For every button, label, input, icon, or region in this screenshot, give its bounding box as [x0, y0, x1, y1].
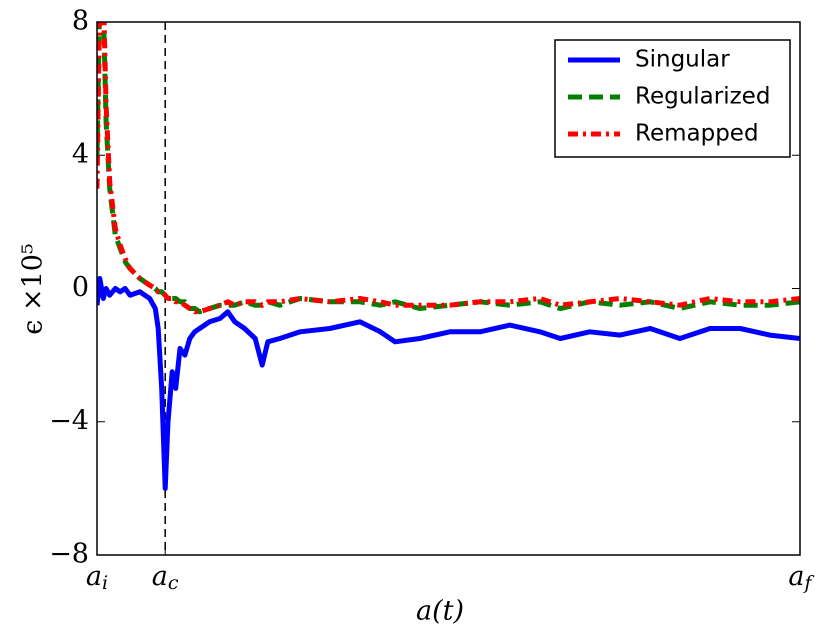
data-line: [97, 22, 800, 315]
y-tick-label: 0: [72, 272, 89, 303]
y-tick-label: 4: [72, 139, 89, 170]
data-line: [97, 276, 800, 491]
y-tick-label: 8: [72, 6, 89, 37]
y-tick-label: −4: [49, 405, 89, 436]
y-axis-label: ϵ ×10⁵: [18, 243, 49, 335]
y-tick-label: −8: [49, 539, 89, 570]
x-axis-label: a(t): [416, 596, 464, 627]
plot-area: [97, 22, 800, 491]
legend-label: Singular: [635, 47, 730, 73]
x-tick-label: ai: [86, 561, 108, 595]
plot-frame: [96, 21, 801, 556]
legend-label: Regularized: [635, 84, 770, 110]
x-tick-label: af: [788, 561, 814, 595]
legend-label: Remapped: [635, 121, 759, 147]
x-tick-label: ac: [152, 561, 179, 595]
